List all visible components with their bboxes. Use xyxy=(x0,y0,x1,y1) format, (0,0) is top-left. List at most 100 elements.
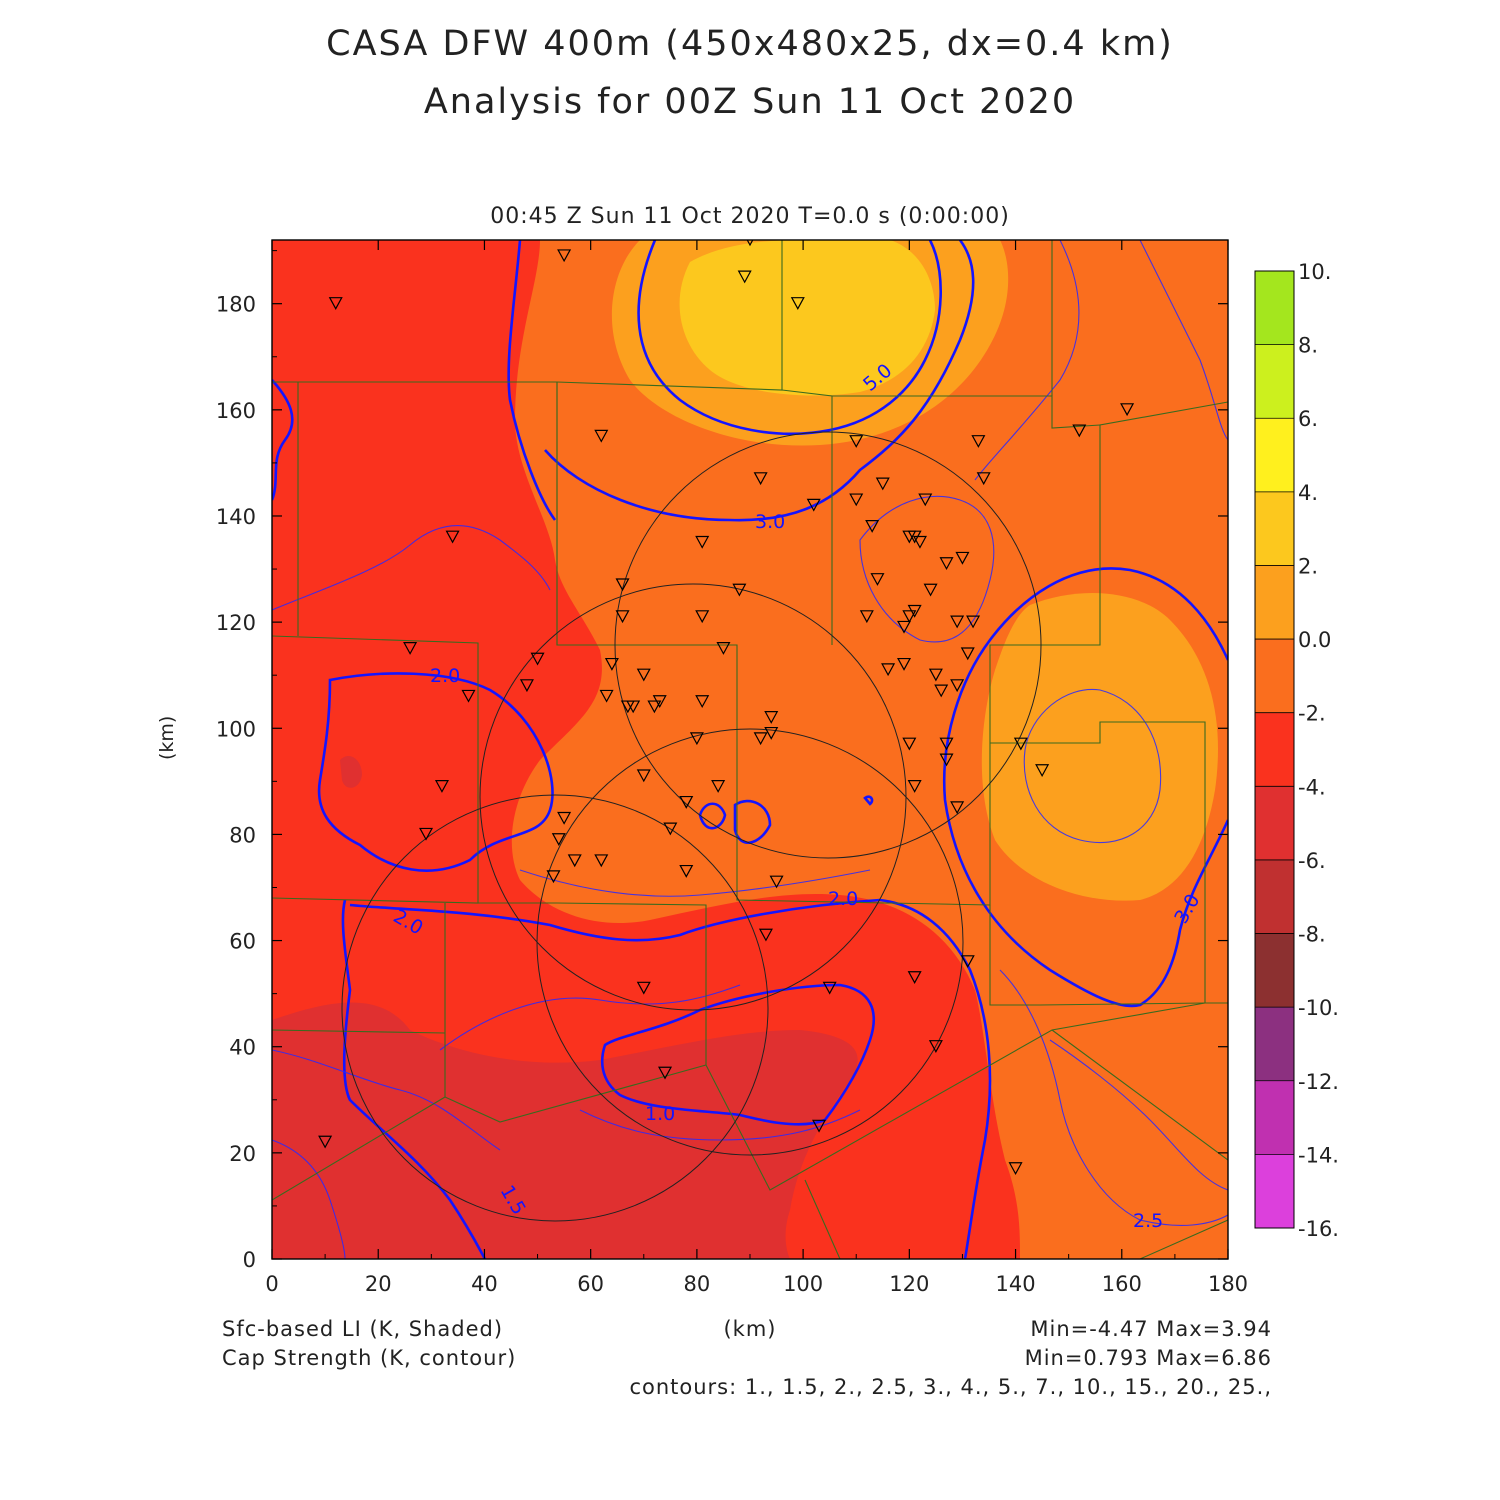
x-tick-label: 60 xyxy=(577,1272,604,1296)
color-bar-label: -12. xyxy=(1298,1070,1339,1094)
color-bar-label: 4. xyxy=(1298,481,1318,505)
station-marker xyxy=(530,652,545,666)
station-marker xyxy=(732,583,747,597)
station-marker xyxy=(1120,403,1135,417)
station-marker xyxy=(445,530,460,544)
station-marker xyxy=(461,689,476,703)
station-marker xyxy=(881,663,896,677)
cap-contours-major xyxy=(272,240,1228,1259)
y-tick-label: 40 xyxy=(229,1036,256,1060)
station-marker xyxy=(764,726,779,740)
station-marker xyxy=(1035,764,1050,777)
contour-label: 3.0 xyxy=(755,511,785,533)
station-marker xyxy=(939,557,954,570)
color-bar-label: 6. xyxy=(1298,407,1318,431)
li-field-minus6-spot xyxy=(340,755,362,788)
x-tick-label: 140 xyxy=(996,1272,1036,1296)
station-marker xyxy=(902,610,917,624)
station-marker xyxy=(658,1066,673,1080)
station-marker xyxy=(934,684,949,698)
y-tick-label: 80 xyxy=(229,823,256,847)
station-marker xyxy=(971,435,986,448)
station-marker xyxy=(403,642,418,655)
x-tick-label: 100 xyxy=(783,1272,823,1296)
county-boundaries xyxy=(272,240,1228,1259)
station-marker xyxy=(923,583,938,597)
station-marker xyxy=(849,493,864,507)
station-marker xyxy=(764,711,779,724)
station-marker xyxy=(918,493,933,507)
station-marker xyxy=(551,833,566,846)
station-marker xyxy=(636,981,651,995)
station-marker xyxy=(615,578,630,592)
station-marker xyxy=(434,780,449,793)
contour-label: 2.5 xyxy=(1133,1210,1163,1232)
color-bar-swatch xyxy=(1255,1080,1294,1155)
station-marker xyxy=(652,695,667,708)
station-marker xyxy=(679,864,694,878)
color-bar-swatch xyxy=(1255,271,1294,346)
shaded-range-label: Min=-4.47 Max=3.94 xyxy=(1030,1317,1272,1341)
station-marker xyxy=(594,429,609,443)
station-marker xyxy=(567,854,582,868)
station-marker xyxy=(955,551,970,565)
station-marker xyxy=(546,870,561,884)
station-marker xyxy=(328,297,343,310)
station-marker xyxy=(865,519,880,533)
x-tick-label: 160 xyxy=(1102,1272,1142,1296)
station-marker xyxy=(950,801,965,815)
station-marker xyxy=(737,270,752,284)
x-axis-label: (km) xyxy=(723,1317,777,1341)
station-marker xyxy=(663,822,678,836)
x-tick-label: 0 xyxy=(265,1272,278,1296)
color-bar-label: -4. xyxy=(1298,775,1326,799)
station-marker xyxy=(907,780,922,793)
y-tick-label: 100 xyxy=(216,717,256,741)
station-marker xyxy=(604,657,619,671)
station-marker xyxy=(976,472,991,486)
shaded-field-label: Sfc-based LI (K, Shaded) xyxy=(222,1317,504,1341)
y-tick-label: 120 xyxy=(216,611,256,635)
station-marker xyxy=(1008,1162,1023,1176)
color-bar-swatch xyxy=(1255,933,1294,1008)
y-tick-label: 140 xyxy=(216,505,256,529)
station-marker xyxy=(615,610,630,624)
color-bar-label: 0.0 xyxy=(1298,628,1331,652)
station-marker xyxy=(647,700,662,714)
station-marker xyxy=(960,955,975,969)
station-marker xyxy=(939,737,954,751)
chart-title: CASA DFW 400m (450x480x25, dx=0.4 km) xyxy=(326,24,1174,64)
station-marker xyxy=(519,679,534,693)
station-marker xyxy=(599,689,614,703)
x-tick-label: 180 xyxy=(1208,1272,1248,1296)
color-bar-swatch xyxy=(1255,639,1294,714)
color-bar-label: 2. xyxy=(1298,554,1318,578)
contour-label: 2.0 xyxy=(828,888,858,910)
color-bar-swatch xyxy=(1255,859,1294,935)
station-marker xyxy=(859,610,874,624)
station-marker xyxy=(928,1040,943,1053)
contour-label: 1.0 xyxy=(645,1103,675,1125)
station-marker xyxy=(594,854,609,868)
y-tick-label: 160 xyxy=(216,399,256,423)
station-markers xyxy=(318,240,1135,1176)
li-field-minus2-band xyxy=(511,240,1228,1259)
station-marker xyxy=(557,811,572,825)
color-bar-label: -8. xyxy=(1298,923,1326,947)
color-bar-label: -2. xyxy=(1298,702,1326,726)
color-bar-label: -10. xyxy=(1298,996,1339,1020)
station-marker xyxy=(695,535,710,549)
station-marker xyxy=(870,573,885,586)
station-marker xyxy=(897,657,912,671)
x-axis: 0 20 40 60 80 100 120 140 160 180 xyxy=(265,240,1248,1296)
station-marker xyxy=(711,780,726,793)
y-tick-label: 20 xyxy=(229,1142,256,1166)
station-marker xyxy=(769,875,784,889)
y-tick-label: 60 xyxy=(229,930,256,954)
cap-contours-minor xyxy=(272,240,1228,1259)
color-bar-swatch xyxy=(1255,712,1294,787)
x-tick-label: 40 xyxy=(471,1272,498,1296)
color-bar-swatch xyxy=(1255,491,1294,566)
station-marker xyxy=(695,610,710,624)
